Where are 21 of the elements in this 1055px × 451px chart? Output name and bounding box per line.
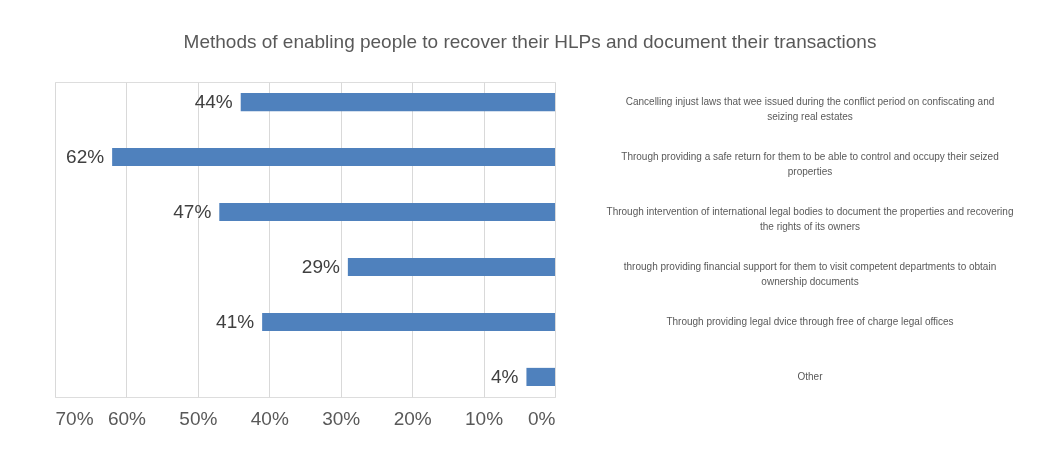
data-label: 47%	[173, 201, 212, 223]
chart-title: Methods of enabling people to recover their HLPs and document their transactions	[183, 31, 877, 52]
x-tick-label: 20%	[393, 407, 432, 429]
data-label: 62%	[66, 146, 105, 168]
data-label: 41%	[216, 310, 255, 332]
x-tick-label: 70%	[55, 407, 94, 429]
y-tick-label: Cancelling injust laws that wee issued during the conflict period on confiscating and seizing real estates	[625, 96, 995, 123]
data-label: 44%	[194, 91, 233, 113]
x-tick-label: 0%	[528, 407, 556, 429]
x-tick-label: 50%	[179, 407, 218, 429]
data-label: 29%	[301, 255, 340, 277]
x-tick-label: 40%	[250, 407, 289, 429]
y-tick-label: Other	[797, 370, 824, 382]
y-tick-label: Through intervention of international legal bodies to document the properties and recovering the rights of its owners	[606, 206, 1014, 233]
data-label: 4%	[490, 365, 519, 387]
x-tick-label: 10%	[465, 407, 504, 429]
y-tick-label: Through providing a safe return for them to be able to control and occupy their seized properties	[621, 151, 999, 178]
y-tick-label: through providing financial support for them to visit competent departments to obtain ownership documents	[623, 260, 997, 287]
x-tick-label: 60%	[107, 407, 147, 429]
x-tick-label: 30%	[322, 407, 361, 429]
y-tick-label: Through providing legal dvice through free of charge legal offices	[666, 315, 954, 327]
